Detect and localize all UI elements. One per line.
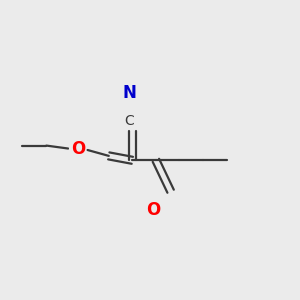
Text: O: O: [146, 201, 160, 219]
Text: O: O: [71, 140, 85, 158]
Text: N: N: [122, 84, 136, 102]
Text: C: C: [124, 114, 134, 128]
